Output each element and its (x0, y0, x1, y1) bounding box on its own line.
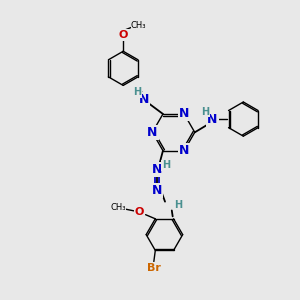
Text: N: N (147, 126, 158, 139)
Text: O: O (118, 30, 128, 40)
Text: CH₃: CH₃ (110, 203, 126, 212)
Text: H: H (162, 160, 170, 170)
Text: N: N (152, 163, 162, 176)
Text: H: H (133, 87, 141, 97)
Text: CH₃: CH₃ (131, 21, 146, 30)
Text: Br: Br (147, 263, 161, 273)
Text: N: N (179, 144, 189, 157)
Text: N: N (207, 112, 218, 126)
Text: H: H (201, 107, 209, 117)
Text: N: N (139, 93, 149, 106)
Text: N: N (152, 184, 162, 197)
Text: O: O (134, 207, 144, 217)
Text: N: N (179, 107, 189, 121)
Text: H: H (175, 200, 183, 210)
